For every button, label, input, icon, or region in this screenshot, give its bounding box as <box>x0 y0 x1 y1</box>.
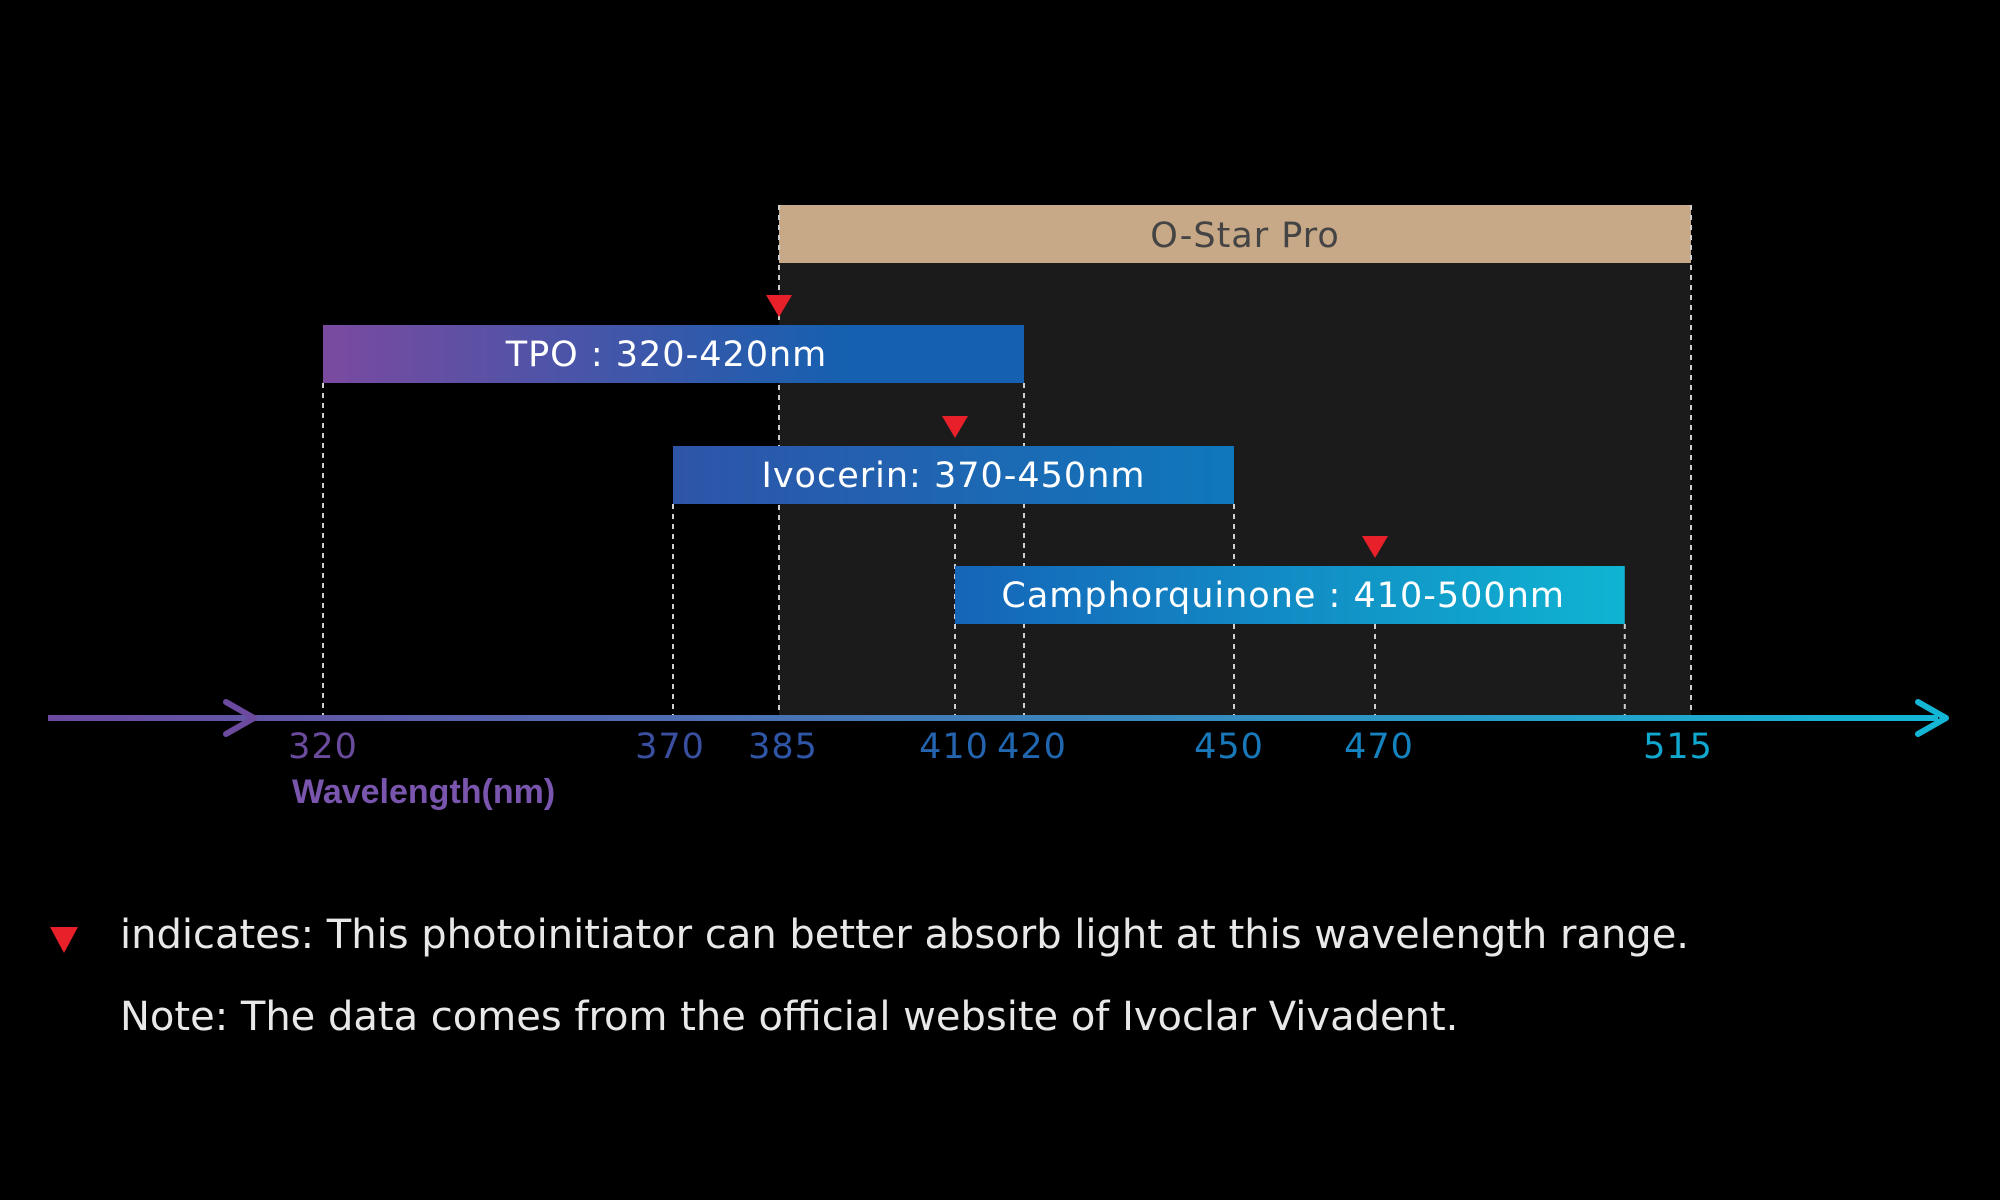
wavelength-axis <box>48 715 1938 721</box>
camphorquinone-range-bar <box>955 566 1625 624</box>
axis-title: Wavelength(nm) <box>292 773 555 811</box>
tick-label-370: 370 <box>635 727 705 767</box>
axis-arrow-right-icon <box>1915 699 1949 737</box>
ostar-band <box>779 205 1691 263</box>
tpo-range-bar <box>323 325 1024 383</box>
tick-label-320: 320 <box>288 727 358 767</box>
camphorquinone-peak-marker <box>1362 536 1388 558</box>
tick-label-470: 470 <box>1344 727 1414 767</box>
tick-label-420: 420 <box>997 727 1067 767</box>
camphorquinone-range-label: Camphorquinone : 410-500nm <box>1001 576 1565 616</box>
ivocerin-range-label: Ivocerin: 370-450nm <box>762 456 1146 496</box>
tpo-range-label: TPO : 320-420nm <box>505 335 828 375</box>
source-note: Note: The data comes from the official w… <box>120 994 1459 1040</box>
ivocerin-peak-marker <box>942 416 968 438</box>
tick-label-410: 410 <box>919 727 989 767</box>
ivocerin-range-bar <box>673 446 1234 504</box>
axis-arrow-left-icon <box>223 699 257 737</box>
tick-label-515: 515 <box>1643 727 1713 767</box>
legend-note: indicates: This photoinitiator can bette… <box>120 912 1690 958</box>
ostar-label: O-Star Pro <box>1150 216 1340 256</box>
tick-label-450: 450 <box>1194 727 1264 767</box>
tick-label-385: 385 <box>748 727 818 767</box>
peak-marker-legend-icon <box>50 927 78 953</box>
tpo-peak-marker <box>766 295 792 317</box>
axis-tick-labels: 320 370 385 410 420 450 470 515 <box>288 727 1713 767</box>
